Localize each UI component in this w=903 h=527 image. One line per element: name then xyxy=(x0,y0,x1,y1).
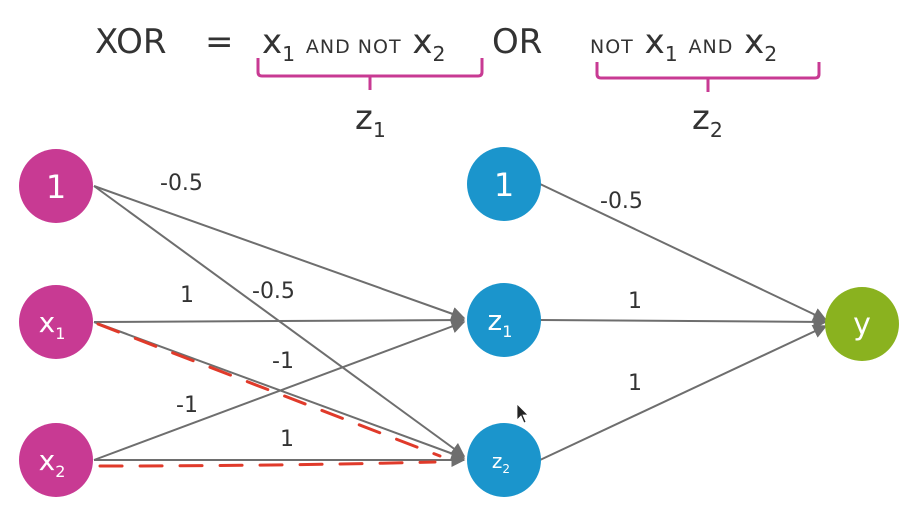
annotation-dash-x1-z2 xyxy=(96,322,442,458)
node-x2: x2 xyxy=(19,423,93,497)
term2-op-b: AND xyxy=(688,36,734,58)
weight-x2-z2: 1 xyxy=(280,427,294,452)
svg-text:z2: z2 xyxy=(492,449,510,476)
brace-label-z1: z1 xyxy=(355,98,386,142)
equation: XOR xyxy=(95,22,167,62)
svg-text:z1: z1 xyxy=(488,304,513,341)
svg-text:y: y xyxy=(853,307,871,342)
term1-sub-a: 1 xyxy=(282,41,296,66)
brace-label-z2: z2 xyxy=(692,98,723,142)
term2-var-b: x xyxy=(744,22,765,62)
edge-z2-y xyxy=(539,325,828,461)
term2-var-a: x xyxy=(644,22,665,62)
svg-text:x2: x2 xyxy=(39,444,66,481)
brace-z2 xyxy=(595,62,821,92)
node-y: y xyxy=(825,287,899,361)
edge-x2-z1 xyxy=(93,319,466,461)
node-x1: x1 xyxy=(19,285,93,359)
weight-z2-y: 1 xyxy=(628,371,642,396)
edge-z1-y xyxy=(539,314,828,329)
term1-var-b: x xyxy=(412,22,433,62)
edge-x1-z1 xyxy=(93,313,466,328)
weight-z1-y: 1 xyxy=(628,289,642,314)
weight-x1-z2: -1 xyxy=(272,349,294,374)
svg-text:1: 1 xyxy=(46,168,66,206)
svg-text:x1: x1 xyxy=(39,306,66,343)
weight-bias-z1: -0.5 xyxy=(160,171,203,196)
svg-text:1: 1 xyxy=(494,166,514,204)
weight-x1-z1: 1 xyxy=(180,283,194,308)
weight-x2-z1: -1 xyxy=(176,393,198,418)
mouse-cursor-icon xyxy=(516,403,529,424)
node-z2: z2 xyxy=(467,423,541,497)
term1-sub-b: 2 xyxy=(432,41,446,66)
node-bias-input: 1 xyxy=(19,149,93,223)
edge-bias-z1 xyxy=(93,185,466,321)
term2-sub-b: 2 xyxy=(764,41,778,66)
equation-lhs: XOR xyxy=(95,22,167,62)
term1-var-a: x xyxy=(262,22,283,62)
equation-or: OR xyxy=(492,22,543,62)
term2-op-a: NOT xyxy=(590,36,634,58)
annotation-dash-x2-z2 xyxy=(98,460,437,468)
term2-sub-a: 1 xyxy=(664,41,678,66)
weight-bias-z2: -0.5 xyxy=(252,279,295,304)
node-bias-hidden: 1 xyxy=(467,147,541,221)
edge-biash-y xyxy=(539,183,828,321)
term1-op: AND NOT xyxy=(305,36,402,58)
weight-biash-y: -0.5 xyxy=(600,189,643,214)
term-z2: NOT x1 AND x2 xyxy=(590,22,777,66)
term-z1: x1 AND NOT x2 xyxy=(262,22,446,66)
node-z1: z1 xyxy=(467,283,541,357)
brace-z1 xyxy=(256,58,484,90)
equation-equals: = xyxy=(205,22,234,62)
